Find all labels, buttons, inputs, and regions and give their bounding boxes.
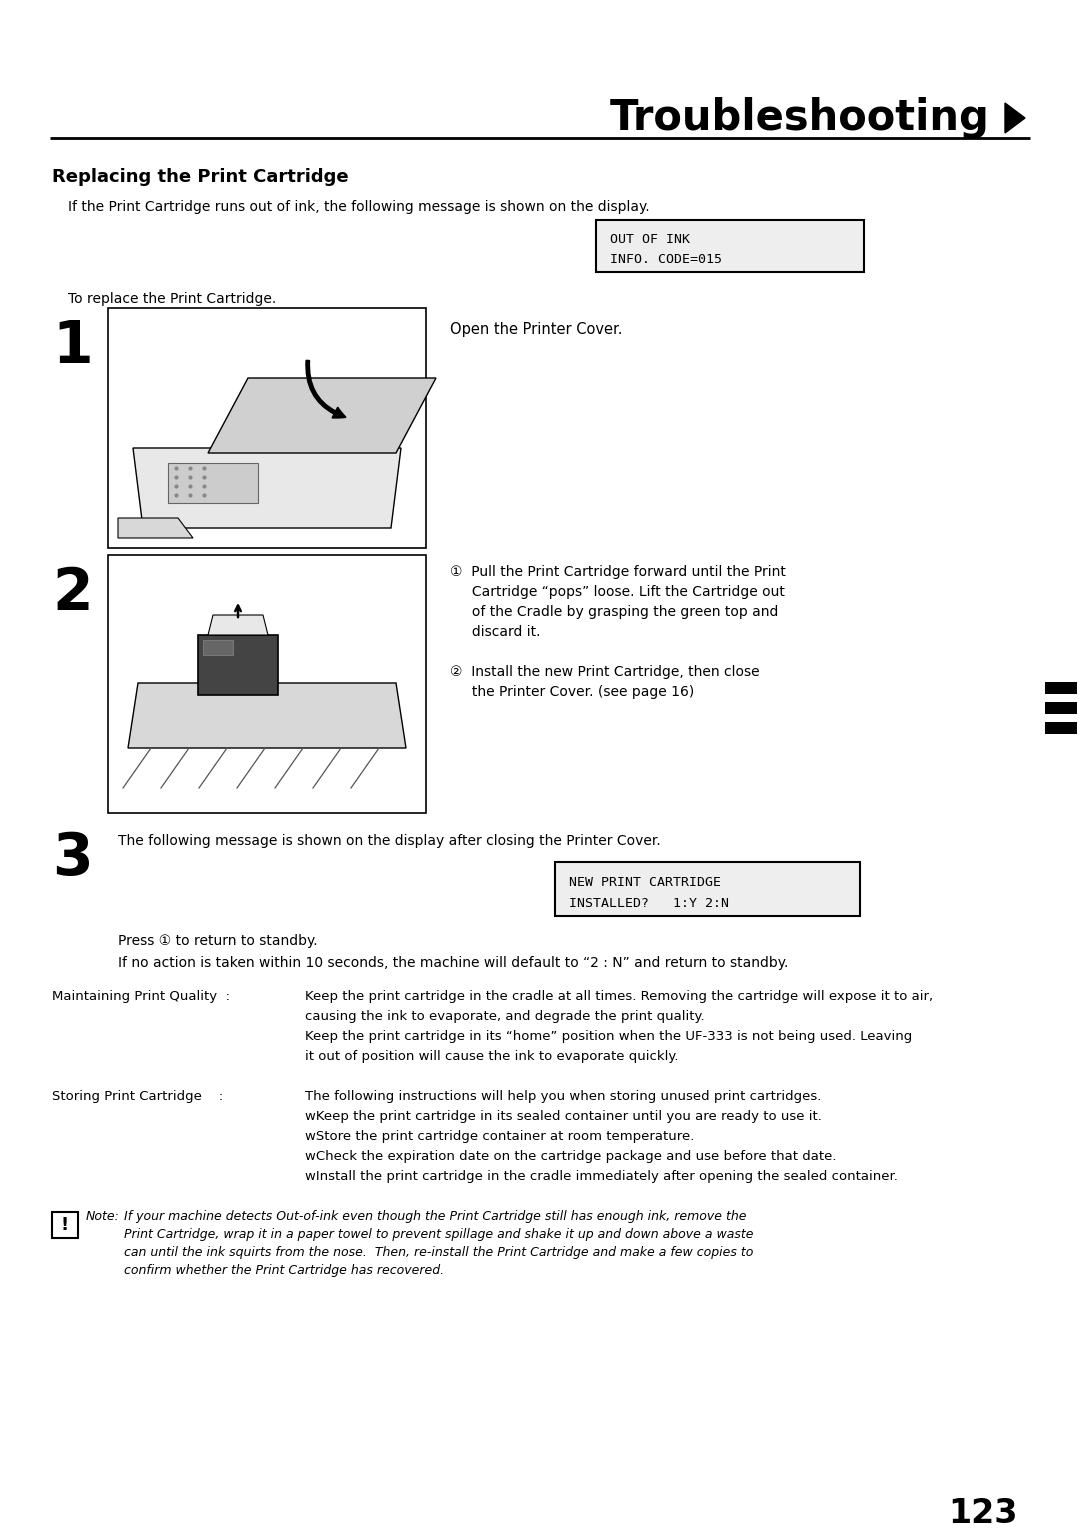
Polygon shape — [198, 636, 278, 695]
FancyBboxPatch shape — [168, 463, 258, 503]
Text: Storing Print Cartridge    :: Storing Print Cartridge : — [52, 1089, 224, 1103]
Text: discard it.: discard it. — [450, 625, 540, 639]
Text: Keep the print cartridge in the cradle at all times. Removing the cartridge will: Keep the print cartridge in the cradle a… — [305, 990, 933, 1002]
Text: can until the ink squirts from the nose.  Then, re-install the Print Cartridge a: can until the ink squirts from the nose.… — [124, 1245, 754, 1259]
Text: Replacing the Print Cartridge: Replacing the Print Cartridge — [52, 168, 349, 186]
Text: 2: 2 — [52, 565, 93, 622]
Text: wCheck the expiration date on the cartridge package and use before that date.: wCheck the expiration date on the cartri… — [305, 1151, 837, 1163]
Polygon shape — [208, 377, 436, 452]
Text: wKeep the print cartridge in its sealed container until you are ready to use it.: wKeep the print cartridge in its sealed … — [305, 1109, 822, 1123]
Text: NEW PRINT CARTRIDGE: NEW PRINT CARTRIDGE — [569, 876, 721, 889]
FancyBboxPatch shape — [203, 640, 233, 656]
FancyBboxPatch shape — [52, 1212, 78, 1238]
Text: Press ① to return to standby.: Press ① to return to standby. — [118, 934, 318, 947]
FancyBboxPatch shape — [1045, 701, 1077, 714]
Text: OUT OF INK: OUT OF INK — [610, 232, 690, 246]
FancyBboxPatch shape — [596, 220, 864, 272]
Text: ①  Pull the Print Cartridge forward until the Print: ① Pull the Print Cartridge forward until… — [450, 565, 786, 579]
Text: of the Cradle by grasping the green top and: of the Cradle by grasping the green top … — [450, 605, 779, 619]
Polygon shape — [208, 614, 268, 636]
Text: The following message is shown on the display after closing the Printer Cover.: The following message is shown on the di… — [118, 834, 661, 848]
Text: Maintaining Print Quality  :: Maintaining Print Quality : — [52, 990, 230, 1002]
Text: INSTALLED?   1:Y 2:N: INSTALLED? 1:Y 2:N — [569, 897, 729, 911]
FancyBboxPatch shape — [1045, 723, 1077, 733]
Text: Note:: Note: — [86, 1210, 120, 1222]
Text: Print Cartridge, wrap it in a paper towel to prevent spillage and shake it up an: Print Cartridge, wrap it in a paper towe… — [124, 1229, 754, 1241]
Polygon shape — [1005, 102, 1025, 133]
Text: If the Print Cartridge runs out of ink, the following message is shown on the di: If the Print Cartridge runs out of ink, … — [68, 200, 650, 214]
Text: causing the ink to evaporate, and degrade the print quality.: causing the ink to evaporate, and degrad… — [305, 1010, 704, 1024]
Text: Cartridge “pops” loose. Lift the Cartridge out: Cartridge “pops” loose. Lift the Cartrid… — [450, 585, 785, 599]
Text: Open the Printer Cover.: Open the Printer Cover. — [450, 322, 622, 338]
Polygon shape — [133, 448, 401, 529]
Text: The following instructions will help you when storing unused print cartridges.: The following instructions will help you… — [305, 1089, 822, 1103]
Text: If your machine detects Out-of-ink even though the Print Cartridge still has eno: If your machine detects Out-of-ink even … — [124, 1210, 746, 1222]
Text: it out of position will cause the ink to evaporate quickly.: it out of position will cause the ink to… — [305, 1050, 678, 1063]
Text: 3: 3 — [52, 830, 93, 886]
Text: Troubleshooting: Troubleshooting — [610, 96, 990, 139]
Text: confirm whether the Print Cartridge has recovered.: confirm whether the Print Cartridge has … — [124, 1264, 444, 1277]
FancyBboxPatch shape — [555, 862, 860, 915]
Text: To replace the Print Cartridge.: To replace the Print Cartridge. — [68, 292, 276, 306]
Text: 123: 123 — [948, 1497, 1018, 1528]
Text: Keep the print cartridge in its “home” position when the UF-333 is not being use: Keep the print cartridge in its “home” p… — [305, 1030, 913, 1044]
Polygon shape — [118, 518, 193, 538]
Text: INFO. CODE=015: INFO. CODE=015 — [610, 254, 723, 266]
Polygon shape — [129, 683, 406, 749]
FancyArrowPatch shape — [307, 361, 346, 417]
FancyBboxPatch shape — [108, 309, 426, 549]
Text: ②  Install the new Print Cartridge, then close: ② Install the new Print Cartridge, then … — [450, 665, 759, 678]
Text: the Printer Cover. (see page 16): the Printer Cover. (see page 16) — [450, 685, 694, 698]
Text: !: ! — [60, 1216, 69, 1235]
Text: If no action is taken within 10 seconds, the machine will default to “2 : N” and: If no action is taken within 10 seconds,… — [118, 957, 788, 970]
FancyBboxPatch shape — [1045, 681, 1077, 694]
Text: wInstall the print cartridge in the cradle immediately after opening the sealed : wInstall the print cartridge in the crad… — [305, 1170, 897, 1183]
Text: wStore the print cartridge container at room temperature.: wStore the print cartridge container at … — [305, 1131, 694, 1143]
Text: 1: 1 — [52, 318, 93, 374]
FancyBboxPatch shape — [108, 555, 426, 813]
